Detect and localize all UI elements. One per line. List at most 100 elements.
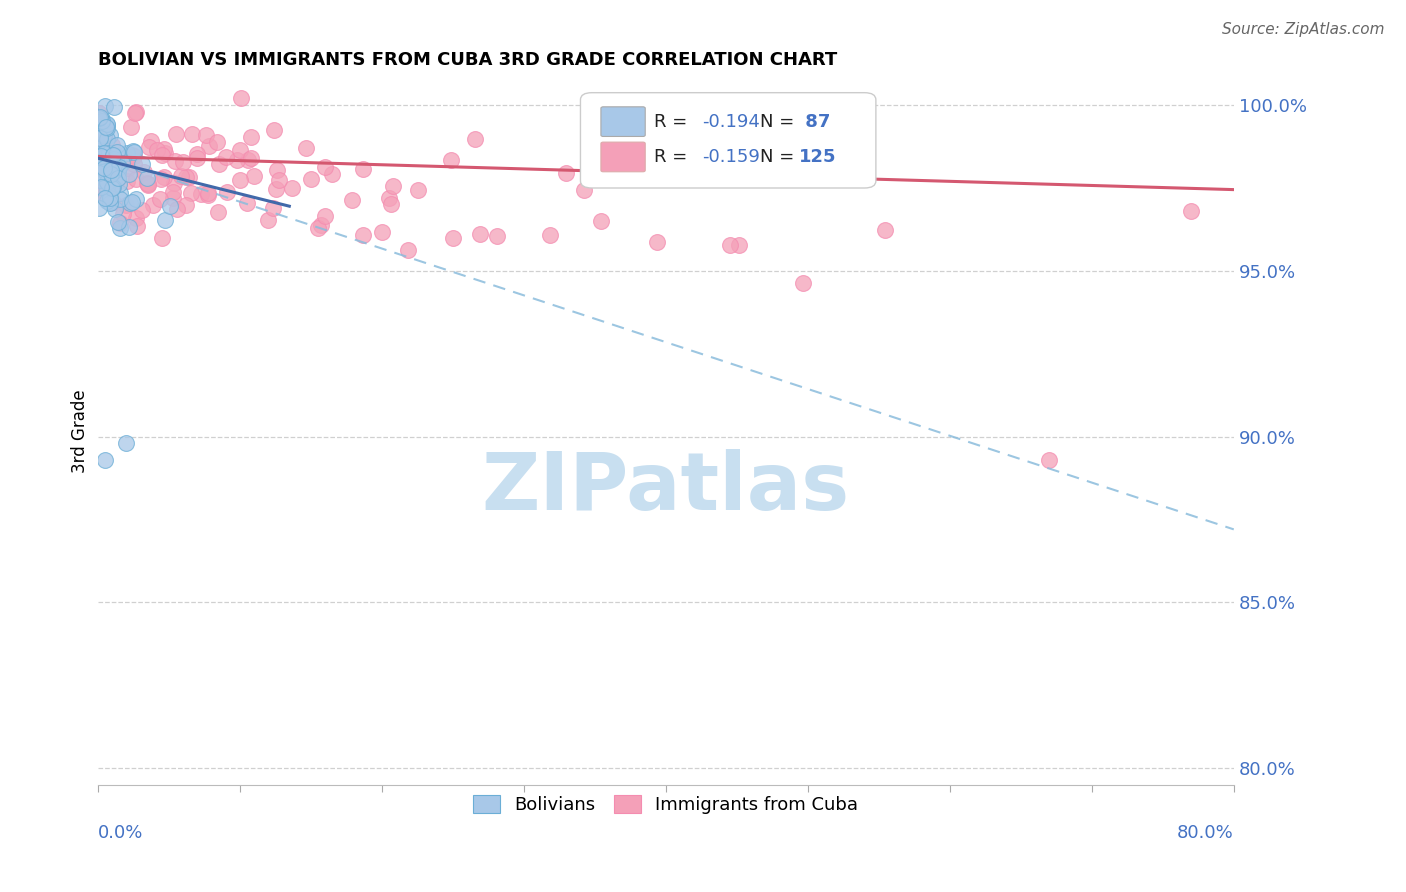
Point — [93, 161, 115, 176]
Point — [136, 177, 159, 191]
Point — [266, 163, 288, 178]
Point — [117, 145, 139, 160]
Point — [396, 244, 419, 258]
Point — [115, 174, 138, 188]
Point — [125, 219, 148, 233]
Point — [150, 147, 173, 161]
Point — [90, 169, 112, 183]
Point — [352, 227, 374, 242]
Point — [240, 130, 263, 145]
Text: -0.159: -0.159 — [702, 148, 759, 166]
Point — [150, 172, 173, 186]
Point — [124, 105, 146, 120]
Point — [165, 128, 187, 142]
Point — [100, 151, 122, 165]
Point — [554, 166, 576, 180]
Point — [122, 157, 145, 171]
Point — [240, 152, 263, 166]
Point — [195, 128, 218, 142]
Point — [103, 173, 125, 187]
Point — [111, 155, 134, 169]
Point — [100, 180, 122, 194]
Point — [121, 194, 143, 209]
Point — [103, 161, 125, 175]
Point — [138, 178, 160, 192]
Point — [321, 167, 343, 181]
Point — [107, 170, 129, 185]
Text: ZIPatlas: ZIPatlas — [481, 449, 849, 527]
Point — [91, 158, 114, 172]
Point — [93, 147, 115, 161]
Point — [105, 153, 128, 168]
Legend: Bolivians, Immigrants from Cuba: Bolivians, Immigrants from Cuba — [465, 788, 866, 822]
Point — [93, 161, 115, 176]
Point — [138, 139, 160, 153]
Point — [101, 149, 124, 163]
Point — [226, 153, 249, 167]
Point — [93, 189, 115, 203]
Point — [108, 177, 131, 191]
Point — [87, 162, 110, 177]
Point — [104, 202, 127, 217]
Point — [727, 238, 749, 252]
Point — [100, 128, 122, 143]
Point — [108, 160, 131, 174]
Point — [105, 145, 128, 159]
Point — [110, 186, 132, 200]
Point — [236, 196, 259, 211]
Point — [307, 220, 329, 235]
Point — [87, 201, 110, 215]
Point — [120, 120, 142, 134]
Point — [108, 221, 131, 235]
Point — [186, 152, 208, 166]
Point — [352, 162, 374, 177]
Point — [121, 147, 143, 161]
Point — [159, 198, 181, 212]
Point — [96, 169, 118, 184]
Point — [146, 143, 169, 157]
Point — [98, 196, 121, 211]
Point — [96, 176, 118, 190]
Point — [115, 198, 138, 212]
Point — [162, 191, 184, 205]
Point — [197, 186, 219, 200]
Point — [125, 192, 148, 206]
Point — [118, 167, 141, 181]
Point — [91, 113, 114, 128]
FancyBboxPatch shape — [600, 142, 645, 172]
Point — [589, 214, 612, 228]
Point — [93, 163, 115, 178]
Point — [464, 131, 486, 145]
Text: N =: N = — [761, 148, 800, 166]
Point — [103, 152, 125, 166]
Point — [93, 185, 115, 199]
Point — [100, 162, 122, 177]
Point — [91, 116, 114, 130]
Point — [101, 180, 124, 194]
Point — [93, 128, 115, 143]
Point — [91, 112, 114, 126]
Point — [257, 213, 280, 227]
Point — [574, 183, 596, 197]
Point — [299, 172, 322, 186]
Point — [97, 195, 120, 210]
Point — [205, 135, 228, 149]
Point — [94, 98, 117, 112]
Point — [118, 220, 141, 235]
Point — [215, 150, 238, 164]
Point — [93, 134, 115, 148]
Point — [94, 191, 117, 205]
Point — [103, 164, 125, 178]
Point — [93, 151, 115, 165]
Point — [153, 169, 176, 184]
Point — [107, 215, 129, 229]
Point — [149, 192, 172, 206]
Point — [96, 194, 118, 208]
Point — [100, 154, 122, 169]
Point — [124, 145, 146, 159]
Point — [340, 194, 363, 208]
Point — [378, 191, 401, 205]
Point — [125, 171, 148, 186]
Point — [101, 138, 124, 153]
Point — [718, 237, 741, 252]
